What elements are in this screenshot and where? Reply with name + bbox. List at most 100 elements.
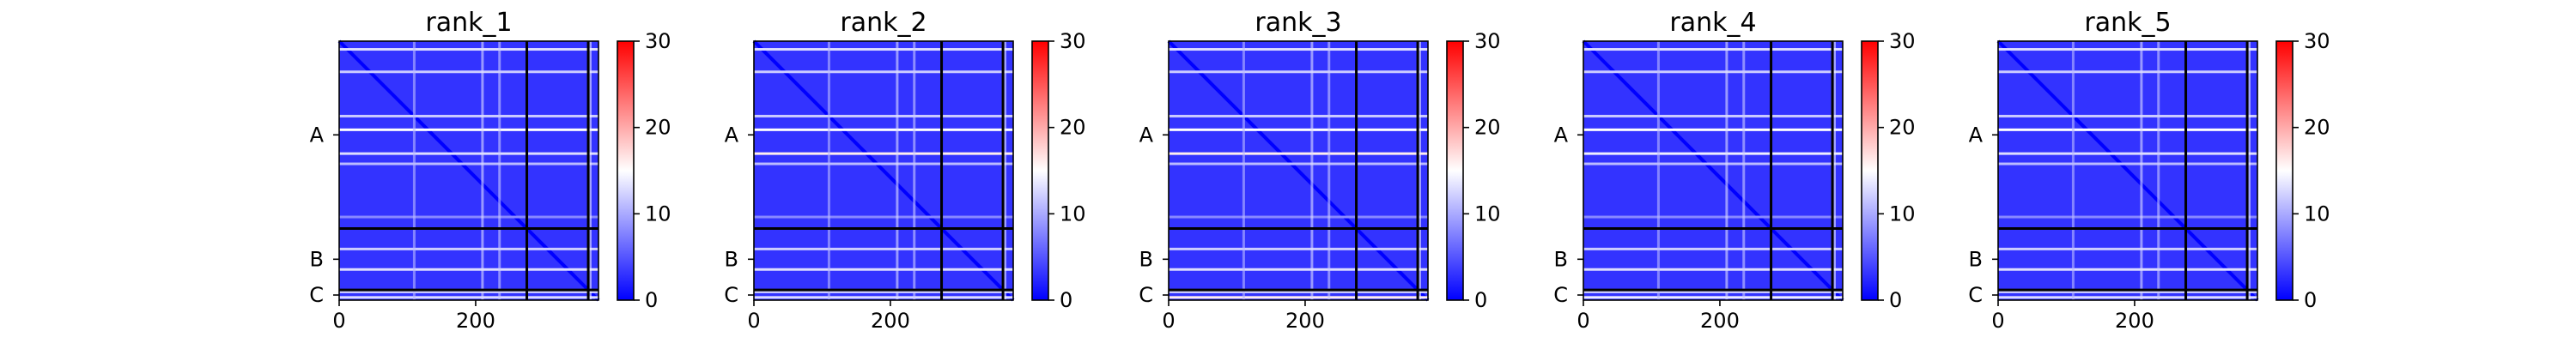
heatmap-row-band — [754, 152, 1013, 155]
colorbar-gradient — [1447, 41, 1463, 300]
heatmap-col-band — [1003, 41, 1006, 300]
panel-title: rank_1 — [425, 8, 512, 38]
heatmap-col-band — [1327, 41, 1331, 300]
colorbar-gradient — [617, 41, 634, 300]
heatmap-row-band — [1583, 215, 1843, 219]
heatmap-col-band — [1310, 41, 1314, 300]
panel-title: rank_2 — [840, 8, 927, 38]
heatmap-row-band — [1169, 152, 1428, 155]
colorbar-tick-label: 10 — [1474, 202, 1501, 226]
y-tick-label: B — [310, 247, 324, 271]
heatmap-frame — [1997, 40, 2258, 301]
colorbar-tick-label: 30 — [2304, 29, 2330, 53]
heatmap-col-band — [2140, 41, 2143, 300]
heatmap-row-band — [1998, 215, 2257, 219]
colorbar-tick-label: 30 — [1060, 29, 1086, 53]
heatmap-row-band — [1583, 70, 1843, 74]
colorbar-tick-label: 20 — [1474, 116, 1501, 140]
heatmap-row-band — [1998, 296, 2257, 299]
colorbar-frame — [617, 40, 635, 301]
colorbar-tick-label: 30 — [645, 29, 671, 53]
heatmap-row-band — [1583, 48, 1843, 51]
colorbar-tick-label: 0 — [1474, 288, 1487, 312]
x-tick-label: 0 — [1991, 309, 2004, 333]
colorbar-tick-label: 10 — [1060, 202, 1086, 226]
heatmap-col-band — [2071, 41, 2075, 300]
heatmap-row-band — [1998, 70, 2257, 74]
heatmap-row-band — [1169, 70, 1428, 74]
x-tick-label: 0 — [1577, 309, 1589, 333]
heatmap-row-band — [754, 296, 1013, 299]
heatmap-row-band — [339, 290, 598, 293]
heatmap-row-band — [1583, 128, 1843, 131]
colorbar-frame — [2275, 40, 2293, 301]
colorbar-tick-label: 20 — [1060, 116, 1086, 140]
y-tick-label: C — [1139, 283, 1153, 307]
heatmap-row-band — [754, 162, 1013, 165]
heatmap-row-band — [1169, 114, 1428, 117]
heatmap-row-band — [339, 70, 598, 74]
heatmap-col-band — [1656, 41, 1660, 300]
heatmap-row-band — [1169, 215, 1428, 219]
heatmap-row-band — [754, 128, 1013, 131]
heatmap-diagonal — [1167, 39, 1430, 302]
colorbar-tick-label: 20 — [645, 116, 671, 140]
heatmap-diagonal — [752, 39, 1015, 302]
y-tick-label: C — [1968, 283, 1983, 307]
colorbar-tick-label: 10 — [645, 202, 671, 226]
heatmap-row-band — [754, 48, 1013, 51]
heatmap-frame — [338, 40, 599, 301]
x-tick-label: 0 — [1162, 309, 1175, 333]
heatmap-row-band — [339, 215, 598, 219]
heatmap-row-band — [1998, 128, 2257, 131]
heatmap-row-band — [754, 290, 1013, 293]
heatmap-row-band — [1583, 247, 1843, 250]
heatmap-row-band — [1169, 290, 1428, 293]
y-tick-label: A — [310, 123, 325, 147]
heatmap-row-band — [1998, 268, 2257, 271]
heatmap-row-band — [1583, 152, 1843, 155]
heatmap-row-band — [339, 162, 598, 165]
x-tick-label: 0 — [332, 309, 345, 333]
colorbar-tick-label: 20 — [1889, 116, 1916, 140]
y-tick-label: A — [725, 123, 739, 147]
colorbar-gradient — [1032, 41, 1048, 300]
y-tick-label: C — [1553, 283, 1568, 307]
heatmap-row-band — [1583, 268, 1843, 271]
heatmap-row-band — [754, 70, 1013, 74]
heatmap-row-band — [754, 247, 1013, 250]
colorbar-tick-label: 30 — [1474, 29, 1501, 53]
x-tick-label: 200 — [2115, 309, 2154, 333]
y-tick-label: B — [1969, 247, 1983, 271]
x-tick-label: 200 — [1285, 309, 1325, 333]
heatmap-row-band — [1583, 290, 1843, 293]
heatmap-row-band — [1169, 296, 1428, 299]
heatmap-row-band — [339, 114, 598, 117]
heatmap-diagonal — [1996, 39, 2259, 302]
heatmap-row-band — [1998, 152, 2257, 155]
panel-title: rank_5 — [2084, 8, 2171, 38]
colorbar-frame — [1031, 40, 1049, 301]
heatmap-frame — [1583, 40, 1844, 301]
heatmap-row-band — [754, 114, 1013, 117]
x-tick-label: 0 — [747, 309, 760, 333]
heatmap-col-band — [1742, 41, 1746, 300]
heatmap-col-band — [1832, 41, 1836, 300]
x-tick-label: 200 — [1700, 309, 1740, 333]
heatmap-row-band — [1583, 296, 1843, 299]
heatmap-row-band — [1169, 268, 1428, 271]
colorbar-tick-label: 0 — [2304, 288, 2317, 312]
colorbar-gradient — [1862, 41, 1878, 300]
heatmap-row-band — [1998, 290, 2257, 293]
colorbar-tick-label: 20 — [2304, 116, 2330, 140]
heatmap-col-band — [1418, 41, 1421, 300]
y-tick-label: A — [1554, 123, 1569, 147]
heatmap-row-band — [754, 215, 1013, 219]
heatmap-row-band — [1998, 114, 2257, 117]
colorbar-tick-label: 30 — [1889, 29, 1916, 53]
